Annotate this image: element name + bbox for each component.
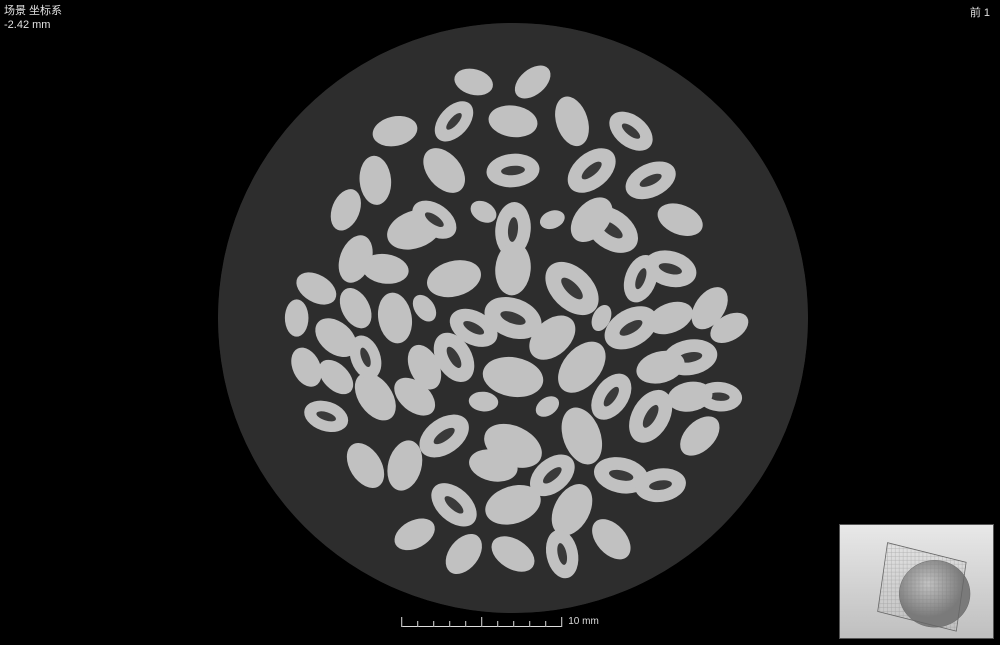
scale-segment bbox=[466, 626, 481, 627]
scale-segment bbox=[402, 626, 417, 627]
scale-segment bbox=[498, 626, 513, 627]
scale-segment bbox=[546, 626, 561, 627]
scale-segment bbox=[434, 626, 449, 627]
scale-tick bbox=[561, 617, 562, 627]
minimap-3d[interactable] bbox=[839, 524, 994, 639]
ct-slice[interactable] bbox=[218, 23, 808, 613]
coord-system-label: 场景 坐标系 bbox=[4, 4, 62, 18]
minimap-svg bbox=[840, 525, 993, 638]
minimap-slice-plane bbox=[878, 543, 966, 631]
scale-segment bbox=[450, 626, 465, 627]
scale-segment bbox=[418, 626, 433, 627]
scale-bar-ticks bbox=[401, 617, 562, 627]
overlay-top-left: 场景 坐标系 -2.42 mm bbox=[4, 4, 62, 33]
scale-bar: 10 mm bbox=[401, 616, 599, 627]
scale-segment bbox=[530, 626, 545, 627]
ct-slice-svg bbox=[218, 23, 808, 613]
scale-segment bbox=[482, 626, 497, 627]
slice-position-value: -2.42 mm bbox=[4, 18, 62, 32]
grain bbox=[284, 299, 308, 336]
scale-bar-label: 10 mm bbox=[568, 616, 599, 627]
overlay-top-right: 前 1 bbox=[970, 4, 990, 20]
scale-segment bbox=[514, 626, 529, 627]
